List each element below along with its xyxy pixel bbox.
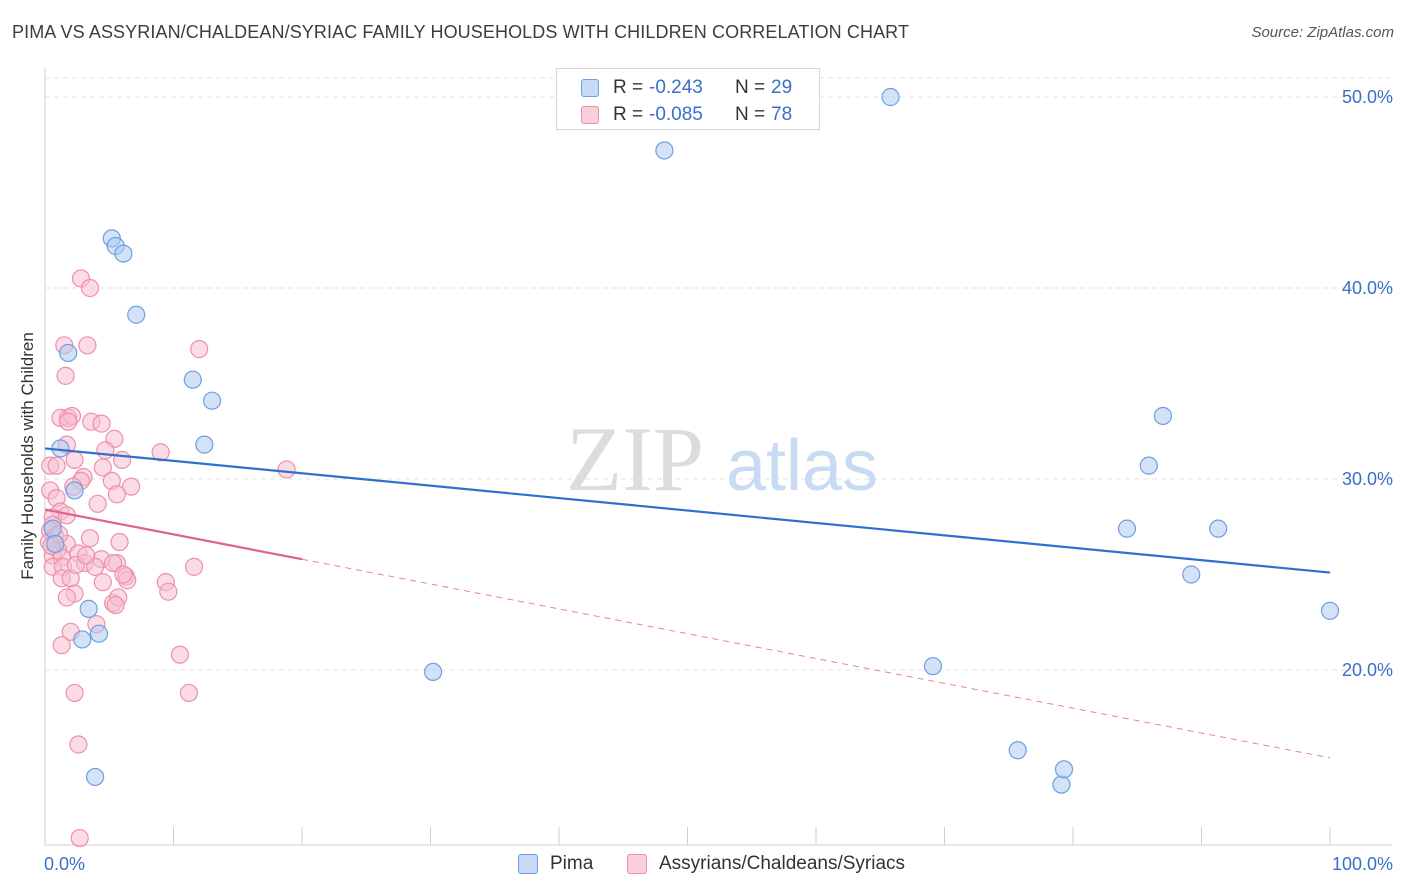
assyrians-point (112, 450, 132, 469)
pima-point (1153, 406, 1173, 426)
legend-row-pima: R = -0.243 N = 29 (557, 73, 819, 101)
chart-title: PIMA VS ASSYRIAN/CHALDEAN/SYRIAC FAMILY … (12, 22, 910, 42)
assyrians-point (59, 412, 78, 431)
assyrians-point (78, 336, 97, 355)
assyrians-point (80, 278, 100, 298)
pima-swatch (518, 854, 538, 874)
assyrians-point (93, 573, 112, 592)
pima-point (195, 435, 214, 454)
pima-swatch (581, 79, 599, 97)
watermark-atlas: atlas (726, 426, 878, 506)
assyrians-point (184, 557, 204, 576)
pima-point (183, 370, 202, 389)
pima-point (1182, 565, 1201, 584)
pima-point (202, 391, 222, 410)
assyrians-point (93, 458, 112, 477)
assyrians-point (170, 645, 190, 664)
x-tick-label-max: 100.0% (1332, 854, 1393, 874)
assyrians-point (179, 683, 199, 703)
assyrians-trend-line (44, 508, 303, 561)
assyrians-point (47, 456, 66, 475)
series-legend: Pima Assyrians/Chaldeans/Syriacs (0, 852, 1406, 878)
y-axis-label: Family Households with Children (18, 332, 37, 580)
pima-point (46, 534, 65, 554)
assyrians-point (92, 414, 111, 433)
tick-labels: 20.0% 30.0% 40.0% 50.0% 0.0% 100.0% (44, 87, 1393, 874)
r-label: R = (613, 104, 644, 125)
legend-row-assyrians: R = -0.085 N = 78 (557, 100, 819, 128)
pima-point (923, 657, 943, 676)
y-tick-label: 20.0% (1342, 660, 1393, 680)
assyrians-trend-line-extension (301, 558, 1331, 759)
pima-point (1320, 601, 1340, 620)
pima-point (127, 305, 146, 324)
y-tick-label: 40.0% (1342, 278, 1393, 298)
data-points (39, 87, 1340, 848)
assyrians-point (114, 565, 133, 584)
assyrians-point (107, 485, 127, 504)
assyrians-point (96, 441, 115, 460)
assyrians-point (77, 546, 96, 565)
assyrians-point (104, 553, 123, 573)
legend-label: Pima (550, 853, 594, 874)
assyrians-point (277, 460, 296, 479)
assyrians-point (57, 588, 76, 607)
pima-point (89, 624, 109, 643)
x-tick-label-min: 0.0% (44, 854, 85, 874)
assyrians-point (159, 582, 178, 601)
watermark: ZIP atlas (566, 408, 878, 510)
pima-point (1209, 519, 1228, 538)
r-label: R = (613, 77, 644, 98)
pima-trend-line (44, 447, 1331, 574)
pima-point (59, 343, 78, 363)
assyrians-swatch (627, 854, 647, 874)
y-tick-label: 30.0% (1342, 469, 1393, 489)
pima-point (1054, 760, 1074, 779)
assyrians-point (69, 735, 88, 754)
pima-point (73, 630, 92, 649)
trend-lines (44, 447, 1331, 759)
assyrians-point (80, 529, 100, 548)
y-tick-label: 50.0% (1342, 87, 1393, 107)
r-value: -0.243 (649, 77, 703, 98)
assyrians-point (56, 366, 75, 385)
pima-point (423, 662, 443, 682)
assyrians-point (65, 450, 84, 469)
assyrians-point (151, 443, 170, 462)
pima-point (1052, 775, 1071, 794)
pima-point (1139, 456, 1158, 475)
pima-point (79, 599, 98, 618)
pima-point (65, 481, 84, 500)
pima-point (655, 141, 674, 160)
assyrians-point (190, 340, 209, 359)
pima-point (1117, 519, 1137, 538)
axes (44, 68, 1392, 846)
assyrians-point (88, 494, 107, 513)
source-label: Source: ZipAtlas.com (1251, 24, 1394, 41)
pima-point (881, 87, 900, 107)
assyrians-point (70, 828, 89, 848)
n-value: 29 (771, 77, 793, 98)
assyrians-point (106, 595, 125, 615)
pima-point (114, 244, 133, 263)
n-value: 78 (771, 104, 793, 125)
n-label: N = (735, 77, 766, 98)
correlation-legend: R = -0.243 N = 29 R = -0.085 N = 78 (556, 68, 820, 130)
n-label: N = (735, 104, 766, 125)
legend-label: Assyrians/Chaldeans/Syriacs (659, 853, 906, 874)
watermark-zip: ZIP (566, 408, 704, 510)
r-value: -0.085 (649, 104, 703, 125)
assyrians-point (52, 636, 71, 655)
assyrians-point (110, 532, 129, 552)
pima-point (86, 767, 105, 787)
assyrians-point (121, 477, 141, 496)
pima-point (43, 519, 62, 538)
assyrians-swatch (581, 106, 599, 124)
assyrians-point (65, 683, 84, 703)
pima-point (1008, 741, 1027, 760)
